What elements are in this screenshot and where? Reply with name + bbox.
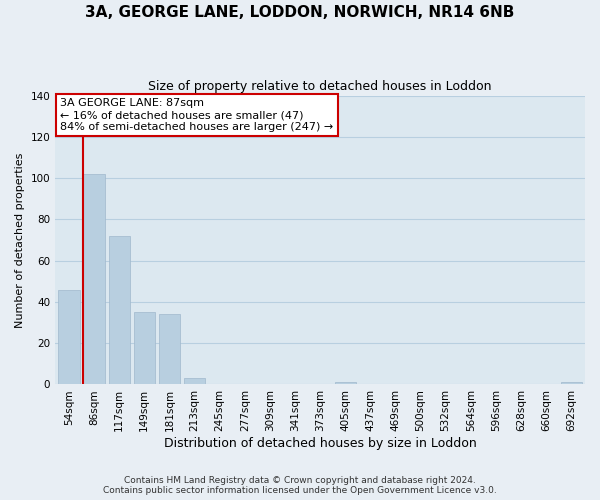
Bar bbox=[560, 382, 582, 384]
Bar bbox=[58, 290, 80, 384]
X-axis label: Distribution of detached houses by size in Loddon: Distribution of detached houses by size … bbox=[164, 437, 476, 450]
Title: Size of property relative to detached houses in Loddon: Size of property relative to detached ho… bbox=[148, 80, 492, 93]
Bar bbox=[184, 378, 205, 384]
Text: 3A GEORGE LANE: 87sqm
← 16% of detached houses are smaller (47)
84% of semi-deta: 3A GEORGE LANE: 87sqm ← 16% of detached … bbox=[61, 98, 334, 132]
Text: Contains HM Land Registry data © Crown copyright and database right 2024.
Contai: Contains HM Land Registry data © Crown c… bbox=[103, 476, 497, 495]
Bar bbox=[335, 382, 356, 384]
Text: 3A, GEORGE LANE, LODDON, NORWICH, NR14 6NB: 3A, GEORGE LANE, LODDON, NORWICH, NR14 6… bbox=[85, 5, 515, 20]
Y-axis label: Number of detached properties: Number of detached properties bbox=[15, 152, 25, 328]
Bar bbox=[159, 314, 180, 384]
Bar bbox=[134, 312, 155, 384]
Bar bbox=[109, 236, 130, 384]
Bar bbox=[83, 174, 105, 384]
